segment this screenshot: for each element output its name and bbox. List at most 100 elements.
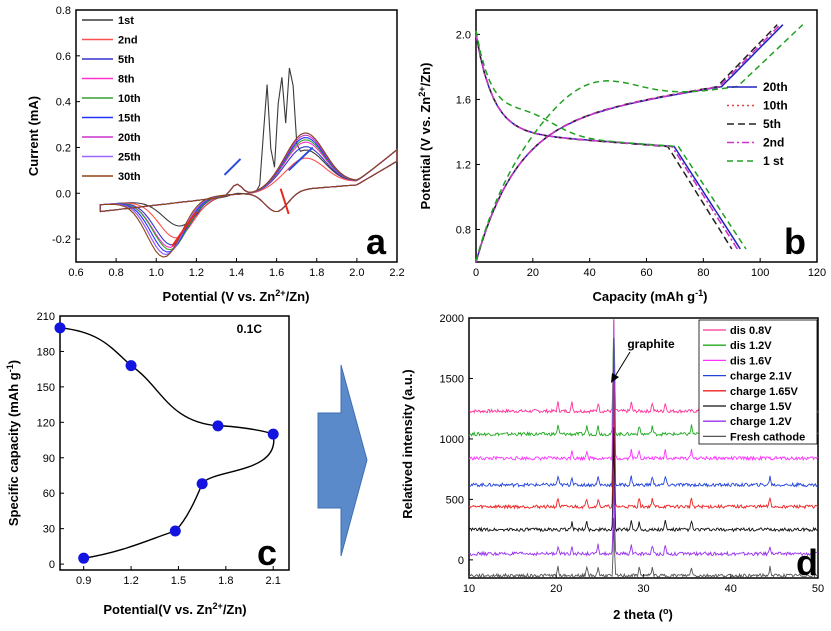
b-x-tick-label: 60 xyxy=(640,267,652,279)
label-part: /Zn) xyxy=(223,602,247,617)
label-part: Capacity (mAh g xyxy=(592,289,695,304)
b-y-tick-label: 2.0 xyxy=(456,29,471,41)
label-part: /Zn) xyxy=(418,63,433,87)
b-x-tick-label: 0 xyxy=(473,267,479,279)
d-xrd-pattern xyxy=(468,427,819,533)
a-legend-label: 20th xyxy=(118,132,141,144)
d-legend-label: dis 1.6V xyxy=(730,355,772,367)
d-y-tick-label: 1000 xyxy=(440,434,464,446)
block-arrow-shape xyxy=(317,364,368,557)
b-y-tick-label: 0.8 xyxy=(456,224,471,236)
a-panel-letter: a xyxy=(366,221,387,262)
c-data-point xyxy=(78,552,90,564)
right-arrow-icon xyxy=(317,364,368,557)
a-x-tick-label: 2.2 xyxy=(389,267,404,279)
label-part: -1 xyxy=(695,288,703,298)
d-y-tick-label: 2000 xyxy=(440,313,464,325)
a-y-tick-label: 0.2 xyxy=(56,142,71,154)
b-x-tick-label: 100 xyxy=(751,267,769,279)
a-x-tick-label: 0.6 xyxy=(68,267,83,279)
b-legend-label: 20th xyxy=(763,80,788,94)
panel-c-capacity-vs-potential: 0.9 1.2 1.5 1.8 2.1 0 30 60 90 120 150 180 210 Potent… xyxy=(5,311,290,617)
label-part: ) xyxy=(669,607,673,622)
d-legend-label: Fresh cathode xyxy=(730,431,805,443)
c-data-point xyxy=(54,322,66,334)
a-x-tick-label: 1.4 xyxy=(229,267,244,279)
c-panel-letter: c xyxy=(257,532,277,573)
label-part: 2+ xyxy=(212,601,222,611)
d-legend-label: dis 0.8V xyxy=(730,325,772,337)
b-discharge-curve xyxy=(475,34,733,250)
label-part: 2 theta ( xyxy=(613,607,664,622)
label-part: Potential (V vs. Zn xyxy=(418,97,433,210)
a-cv-curve xyxy=(99,134,398,256)
d-legend-label: charge 1.2V xyxy=(730,416,792,428)
label-part: ) xyxy=(6,360,21,364)
label-part: Potential (V vs. Zn xyxy=(163,289,276,304)
c-data-point xyxy=(267,428,279,440)
c-x-tick-label: 1.5 xyxy=(171,575,186,587)
d-y-axis-label: Relatived intensity (a.u.) xyxy=(400,369,415,519)
c-y-tick-label: 90 xyxy=(43,453,55,465)
a-cycle-arrow xyxy=(223,158,242,176)
d-x-tick-label: 20 xyxy=(550,583,562,595)
a-cv-curve xyxy=(99,132,398,258)
b-legend-label: 1 st xyxy=(763,154,784,168)
d-x-tick-label: 40 xyxy=(725,583,737,595)
b-legend-label: 10th xyxy=(763,99,788,113)
c-x-tick-label: 1.2 xyxy=(123,575,138,587)
d-xrd-pattern xyxy=(468,337,819,488)
plot-frame xyxy=(59,315,290,571)
c-data-point xyxy=(212,420,224,432)
label-part: Potential(V vs. Zn xyxy=(103,602,212,617)
b-panel-letter: b xyxy=(784,221,806,262)
d-xrd-pattern xyxy=(468,473,819,557)
a-legend-label: 1st xyxy=(118,15,134,27)
a-cycle-arrow xyxy=(287,146,314,172)
b-x-tick-label: 40 xyxy=(584,267,596,279)
b-charge-curve xyxy=(475,24,778,263)
a-legend-label: 2nd xyxy=(118,35,138,47)
b-x-tick-label: 20 xyxy=(527,267,539,279)
b-x-tick-label: 80 xyxy=(697,267,709,279)
b-x-axis-label: Capacity (mAh g-1) xyxy=(592,288,707,304)
a-legend-label: 8th xyxy=(118,74,135,86)
b-discharge-curve xyxy=(475,34,739,250)
label-part: Specific capacity (mAh g xyxy=(6,372,21,526)
d-legend-label: charge 2.1V xyxy=(730,371,792,383)
d-x-axis-label: 2 theta (o) xyxy=(613,606,673,622)
c-x-tick-label: 2.1 xyxy=(266,575,281,587)
d-legend-label: charge 1.65V xyxy=(730,386,799,398)
d-annotation-arrow xyxy=(613,351,631,379)
d-xrd-pattern xyxy=(468,319,819,462)
a-cv-curve xyxy=(99,137,398,253)
a-x-tick-label: 1.8 xyxy=(309,267,324,279)
d-y-tick-label: 1500 xyxy=(440,373,464,385)
a-y-tick-label: 0.0 xyxy=(56,188,71,200)
label-part: o xyxy=(663,606,669,616)
panel-b-charge-discharge: 0 20 40 60 80 100 120 0.8 1.2 1.6 2.0 Capacity (mAh… xyxy=(417,9,826,304)
a-y-tick-label: -0.2 xyxy=(52,234,71,246)
c-data-point xyxy=(125,360,137,372)
c-y-tick-label: 0 xyxy=(49,559,55,571)
c-y-tick-label: 30 xyxy=(43,524,55,536)
d-y-tick-label: 500 xyxy=(446,494,464,506)
a-x-tick-label: 1.2 xyxy=(189,267,204,279)
c-x-tick-label: 1.8 xyxy=(218,575,233,587)
a-y-tick-label: 0.8 xyxy=(56,5,71,17)
a-y-tick-label: 0.6 xyxy=(56,51,71,63)
d-xrd-pattern xyxy=(468,382,819,510)
c-rate-annotation: 0.1C xyxy=(237,322,263,336)
d-y-tick-label: 0 xyxy=(458,555,464,567)
d-legend-label: dis 1.2V xyxy=(730,340,772,352)
c-y-tick-label: 210 xyxy=(37,311,55,323)
c-trend-curve xyxy=(59,327,275,559)
panel-a-cv-curves: 0.6 0.8 1.0 1.2 1.4 1.6 1.8 2.0 2.2 -0.2 0.0 0.2 0.4… xyxy=(26,5,405,304)
a-cv-curve xyxy=(99,139,398,251)
a-cycle-arrow xyxy=(171,211,198,247)
a-legend-label: 15th xyxy=(118,113,141,125)
d-x-tick-label: 30 xyxy=(637,583,649,595)
label-part: 2+ xyxy=(275,288,285,298)
d-legend-box xyxy=(698,319,818,445)
